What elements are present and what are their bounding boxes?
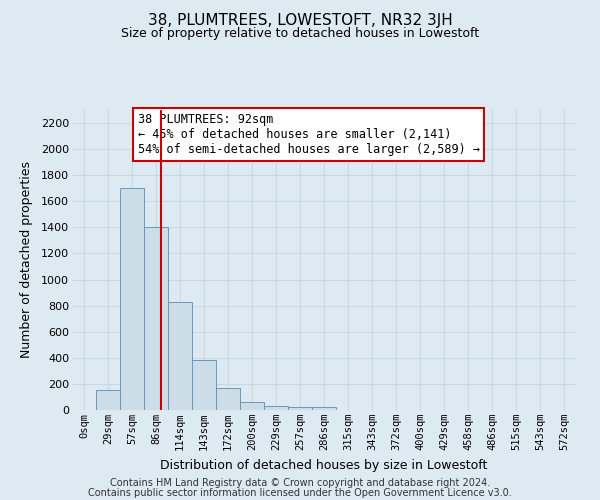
X-axis label: Distribution of detached houses by size in Lowestoft: Distribution of detached houses by size …	[160, 458, 488, 471]
Bar	[144, 228, 168, 410]
Text: 38 PLUMTREES: 92sqm
← 45% of detached houses are smaller (2,141)
54% of semi-det: 38 PLUMTREES: 92sqm ← 45% of detached ho…	[137, 113, 479, 156]
Bar	[120, 188, 144, 410]
Bar	[240, 402, 264, 410]
Text: 38, PLUMTREES, LOWESTOFT, NR32 3JH: 38, PLUMTREES, LOWESTOFT, NR32 3JH	[148, 12, 452, 28]
Bar	[168, 302, 192, 410]
Bar	[96, 390, 120, 410]
Text: Contains public sector information licensed under the Open Government Licence v3: Contains public sector information licen…	[88, 488, 512, 498]
Bar	[264, 406, 288, 410]
Bar	[192, 360, 216, 410]
Bar	[216, 388, 240, 410]
Bar	[312, 408, 336, 410]
Text: Size of property relative to detached houses in Lowestoft: Size of property relative to detached ho…	[121, 28, 479, 40]
Bar	[288, 408, 312, 410]
Text: Contains HM Land Registry data © Crown copyright and database right 2024.: Contains HM Land Registry data © Crown c…	[110, 478, 490, 488]
Y-axis label: Number of detached properties: Number of detached properties	[20, 162, 32, 358]
